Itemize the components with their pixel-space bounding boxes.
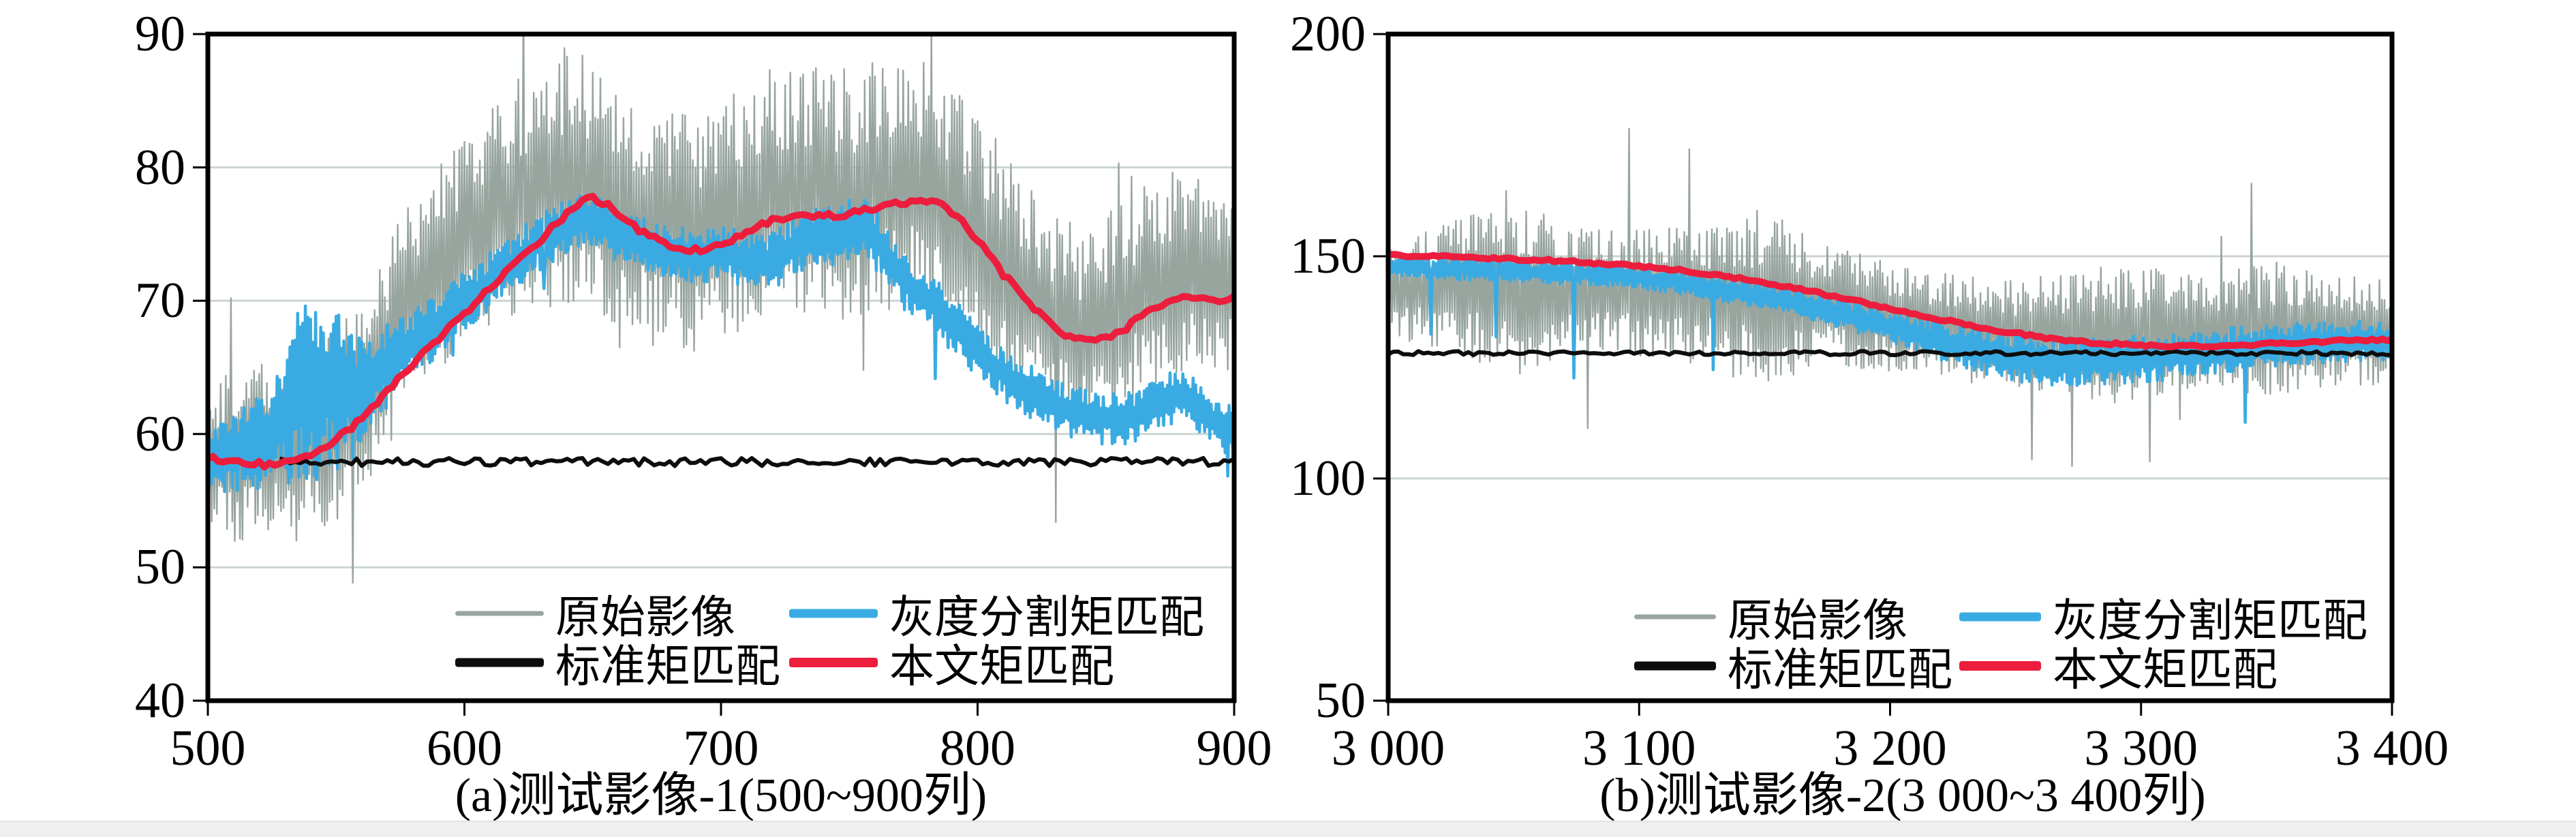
y-tick-label: 50 [1315,673,1366,729]
x-tick-label: 3 000 [1331,720,1445,776]
y-tick-label: 150 [1290,228,1366,284]
legend-line-proposed [789,658,878,667]
y-tick-label: 60 [135,406,185,462]
page-bottom-strip [0,821,2576,837]
x-tick-label: 3 400 [2335,720,2449,776]
legend-line-standard-b [1634,661,1716,671]
x-tick-label: 600 [427,720,502,776]
legend-line-gray-segment [789,609,878,618]
x-tick-label: 900 [1196,720,1272,776]
legend-label-proposed-b: 本文矩匹配 [2053,645,2278,695]
y-tick-label: 40 [135,673,185,729]
x-tick-label: 800 [940,720,1015,776]
series-本文矩匹配 [208,192,1234,471]
y-tick-label: 80 [135,139,185,196]
legend-label-original: 原始影像 [555,593,735,643]
y-tick-label: 90 [135,6,185,62]
series-group [1388,127,2392,468]
series-原始影像 [1388,127,2392,468]
legend-label-gray-segment-b: 灰度分割矩匹配 [2053,596,2367,646]
y-tick-label: 70 [135,273,185,329]
y-tick-label: 50 [135,539,185,596]
series-标准矩匹配 [279,456,1234,468]
legend-line-gray-segment-b [1959,612,2041,622]
x-tick-label: 3 200 [1833,720,1947,776]
legend-line-standard [455,658,544,667]
legend-label-standard-b: 标准矩匹配 [1728,645,1952,695]
caption-chart-a: (a)测试影像-1(500~900列) [455,770,987,822]
series-原始影像 [208,34,1234,584]
x-tick-label: 3 300 [2084,720,2198,776]
legend-label-original-b: 原始影像 [1728,596,1907,646]
y-tick-label: 200 [1290,6,1366,62]
x-tick-label: 500 [170,720,246,776]
legend-line-original [455,611,544,616]
caption-chart-b: (b)测试影像-2(3 000~3 400列) [1599,770,2206,822]
y-tick-label: 100 [1290,451,1366,506]
legend-label-gray-segment: 灰度分割矩匹配 [889,593,1204,643]
series-本文矩匹配 [1388,251,2392,351]
legend-label-standard: 标准矩匹配 [555,642,780,692]
series-标准矩匹配 [1388,349,2392,357]
legend-label-proposed: 本文矩匹配 [889,642,1114,692]
series-group [208,34,1234,584]
legend-line-original-b [1634,614,1716,620]
legend-line-proposed-b [1959,661,2041,671]
x-tick-label: 700 [683,720,759,776]
x-tick-label: 3 100 [1582,720,1696,776]
